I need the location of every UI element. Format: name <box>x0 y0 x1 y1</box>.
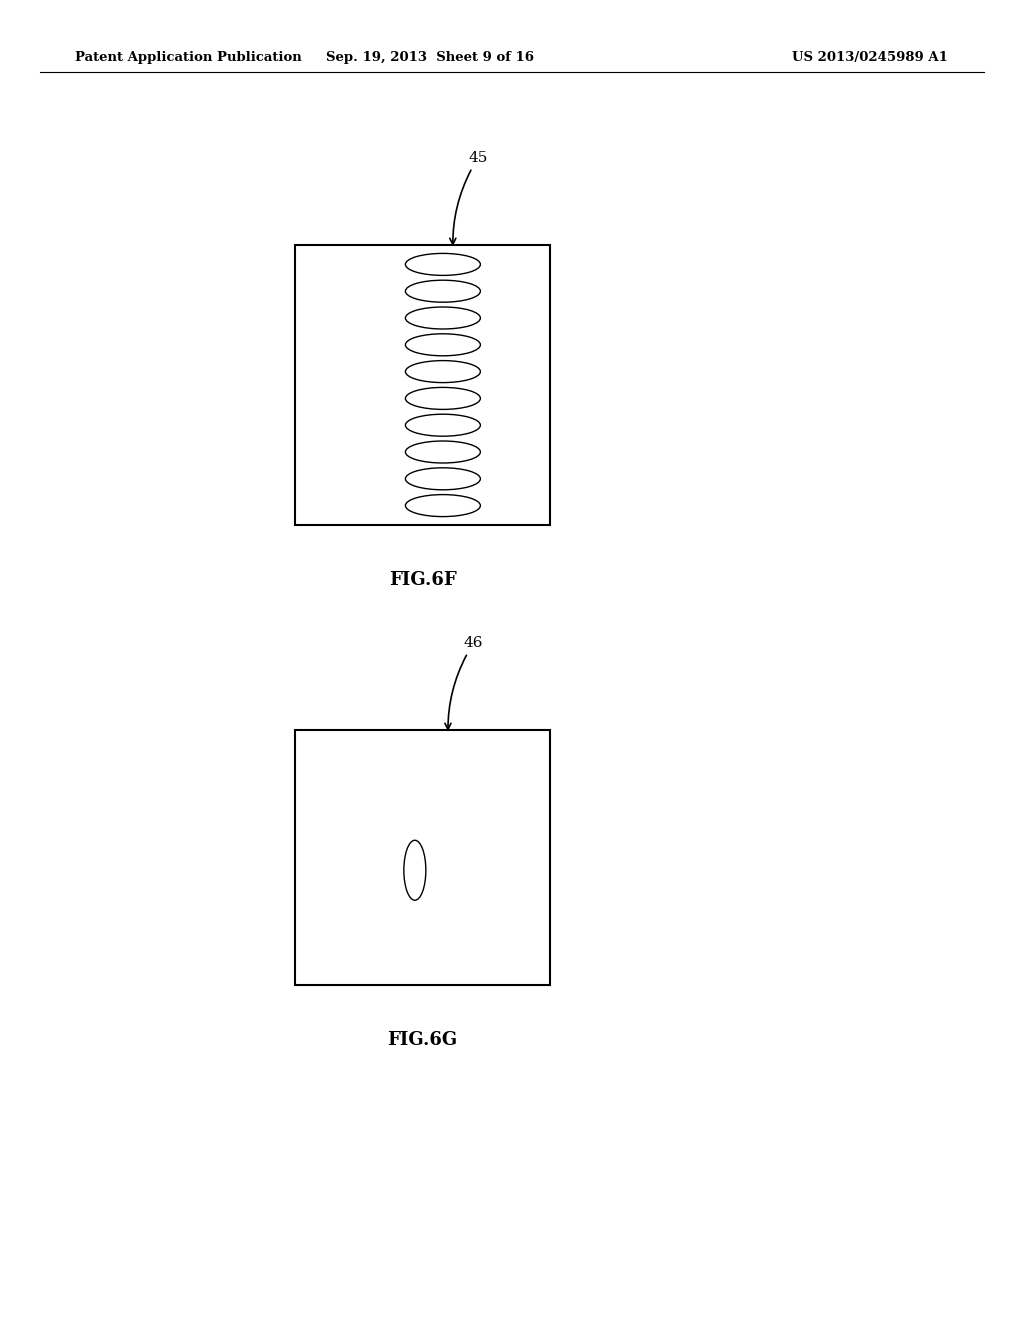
Text: Patent Application Publication: Patent Application Publication <box>75 51 302 65</box>
Ellipse shape <box>406 414 480 436</box>
Bar <box>295 246 550 525</box>
Ellipse shape <box>406 360 480 383</box>
Ellipse shape <box>406 280 480 302</box>
Text: 46: 46 <box>444 636 483 730</box>
Ellipse shape <box>406 441 480 463</box>
Text: US 2013/0245989 A1: US 2013/0245989 A1 <box>792 51 948 65</box>
Ellipse shape <box>406 253 480 276</box>
Text: FIG.6F: FIG.6F <box>389 572 457 589</box>
Bar <box>295 730 550 985</box>
Ellipse shape <box>406 467 480 490</box>
Ellipse shape <box>406 334 480 356</box>
Text: 45: 45 <box>450 150 487 244</box>
Text: Sep. 19, 2013  Sheet 9 of 16: Sep. 19, 2013 Sheet 9 of 16 <box>326 51 534 65</box>
Text: FIG.6G: FIG.6G <box>387 1031 458 1049</box>
Ellipse shape <box>406 387 480 409</box>
Ellipse shape <box>406 495 480 516</box>
Ellipse shape <box>406 308 480 329</box>
Ellipse shape <box>403 841 426 900</box>
